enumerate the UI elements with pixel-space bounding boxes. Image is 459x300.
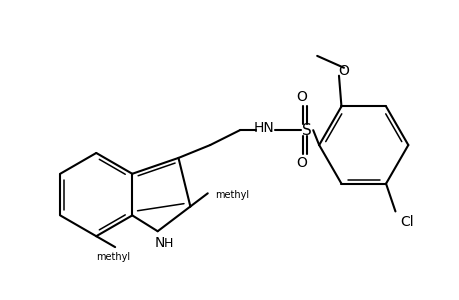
Text: methyl: methyl <box>214 190 248 200</box>
Text: methyl: methyl <box>96 252 130 262</box>
Text: O: O <box>295 156 306 170</box>
Text: S: S <box>302 123 312 138</box>
Text: O: O <box>295 91 306 104</box>
Text: Cl: Cl <box>400 215 413 229</box>
Text: O: O <box>338 64 349 78</box>
Text: N: N <box>154 236 164 250</box>
Text: HN: HN <box>253 121 274 135</box>
Text: H: H <box>163 237 173 250</box>
